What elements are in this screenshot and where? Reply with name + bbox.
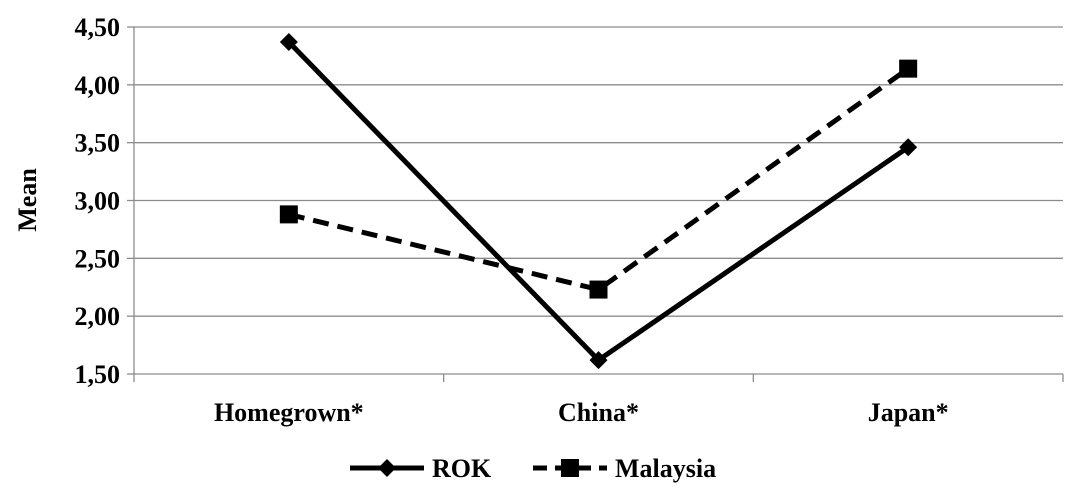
- series-line-malaysia: [288, 66, 910, 293]
- legend-item-rok: ROK: [350, 454, 492, 483]
- x-category-label: Homegrown*: [214, 398, 364, 427]
- gridlines: [134, 26, 1063, 317]
- legend-marker-rok: [378, 459, 396, 477]
- legend: ROK Malaysia: [350, 454, 716, 483]
- y-tick-label: 1,50: [75, 360, 121, 389]
- y-tick-label: 2,50: [75, 244, 121, 273]
- data-point-malaysia: [589, 280, 608, 299]
- y-tick-label: 3,00: [75, 187, 121, 216]
- legend-item-malaysia: Malaysia: [533, 454, 716, 483]
- y-tick-label: 3,50: [75, 129, 121, 158]
- legend-marker-malaysia: [561, 459, 579, 477]
- data-point-malaysia: [279, 205, 298, 224]
- x-category-label: China*: [558, 398, 639, 427]
- legend-label: Malaysia: [615, 454, 716, 483]
- x-category-label: Japan*: [868, 398, 949, 427]
- data-point-rok: [279, 33, 298, 52]
- y-axis-title: Mean: [13, 168, 42, 232]
- series-markers: [279, 33, 918, 370]
- data-point-rok: [589, 351, 608, 370]
- legend-label: ROK: [432, 454, 492, 483]
- labels: Mean 1,50 2,00 2,50 3,00 3,50 4,00 4,50 Homegro…: [13, 13, 949, 427]
- axes: [127, 26, 1064, 382]
- y-tick-label: 4,00: [75, 71, 121, 100]
- data-point-rok: [899, 138, 918, 157]
- data-point-malaysia: [899, 59, 918, 78]
- y-tick-label: 4,50: [75, 13, 121, 42]
- y-tick-label: 2,00: [75, 302, 121, 331]
